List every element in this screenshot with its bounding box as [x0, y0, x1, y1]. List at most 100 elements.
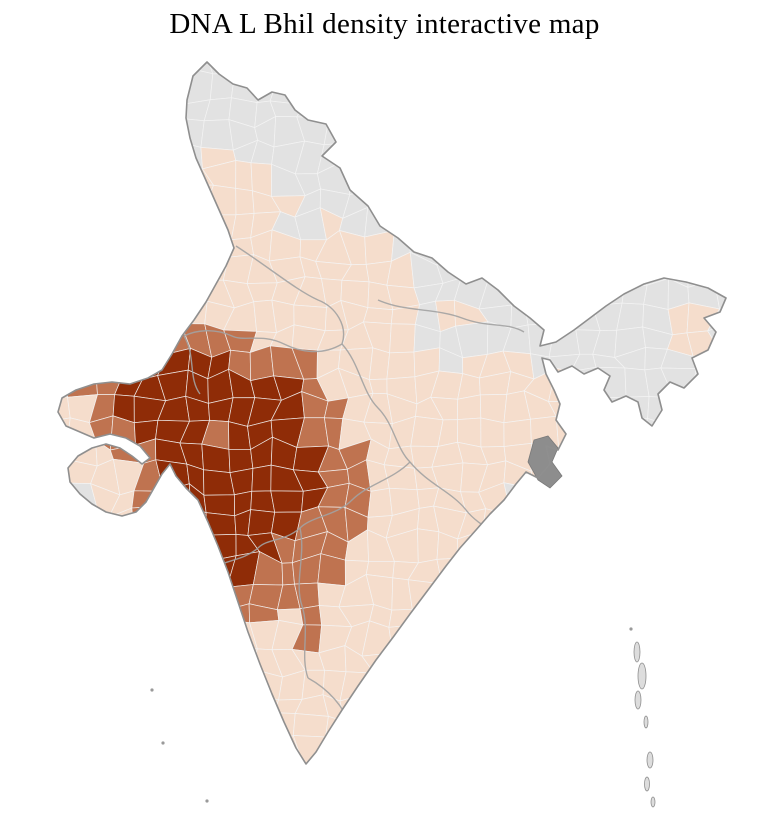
- district-cell[interactable]: [481, 114, 513, 149]
- district-cell[interactable]: [615, 168, 643, 187]
- district-cell[interactable]: [568, 208, 600, 242]
- district-cell[interactable]: [161, 68, 192, 105]
- district-cell[interactable]: [733, 674, 756, 701]
- district-cell[interactable]: [706, 216, 731, 243]
- district-cell[interactable]: [554, 298, 577, 331]
- district-cell[interactable]: [709, 806, 741, 815]
- district-cell[interactable]: [501, 712, 526, 747]
- district-cell[interactable]: [688, 784, 718, 815]
- district-cell[interactable]: [323, 117, 351, 146]
- district-cell[interactable]: [40, 505, 74, 541]
- district-cell[interactable]: [203, 469, 235, 496]
- district-cell[interactable]: [162, 714, 186, 742]
- district-cell[interactable]: [389, 741, 422, 770]
- district-cell[interactable]: [603, 771, 623, 792]
- district-cell[interactable]: [501, 792, 531, 815]
- district-cell[interactable]: [66, 622, 97, 648]
- district-cell[interactable]: [614, 139, 643, 173]
- district-cell[interactable]: [317, 50, 352, 77]
- district-cell[interactable]: [617, 598, 650, 629]
- district-cell[interactable]: [386, 351, 416, 380]
- district-cell[interactable]: [367, 185, 397, 216]
- district-cell[interactable]: [176, 280, 208, 305]
- district-cell[interactable]: [340, 115, 374, 144]
- district-cell[interactable]: [61, 762, 95, 791]
- district-cell[interactable]: [394, 769, 420, 792]
- district-cell[interactable]: [46, 343, 73, 382]
- district-cell[interactable]: [362, 70, 397, 102]
- district-cell[interactable]: [208, 577, 230, 610]
- district-cell[interactable]: [591, 278, 625, 307]
- district-cell[interactable]: [498, 237, 533, 259]
- district-cell[interactable]: [61, 601, 97, 627]
- district-cell[interactable]: [179, 183, 215, 216]
- district-cell[interactable]: [523, 644, 558, 680]
- district-cell[interactable]: [135, 626, 162, 654]
- district-cell[interactable]: [479, 600, 506, 633]
- district-cell[interactable]: [484, 91, 513, 120]
- district-cell[interactable]: [300, 75, 322, 106]
- district-cell[interactable]: [733, 69, 765, 103]
- district-cell[interactable]: [617, 511, 651, 542]
- district-cell[interactable]: [710, 122, 739, 151]
- district-cell[interactable]: [226, 782, 249, 807]
- district-cell[interactable]: [45, 482, 68, 513]
- district-cell[interactable]: [501, 695, 527, 721]
- district-cell[interactable]: [712, 552, 736, 580]
- district-cell[interactable]: [639, 465, 672, 492]
- district-cell[interactable]: [579, 556, 604, 584]
- district-cell[interactable]: [479, 668, 505, 697]
- district-cell[interactable]: [546, 145, 576, 174]
- district-cell[interactable]: [740, 376, 758, 403]
- district-cell[interactable]: [389, 323, 416, 354]
- district-cell[interactable]: [110, 673, 145, 702]
- district-cell[interactable]: [395, 162, 414, 186]
- district-cell[interactable]: [461, 758, 484, 790]
- district-cell[interactable]: [268, 49, 303, 76]
- district-cell[interactable]: [568, 47, 605, 83]
- district-cell[interactable]: [430, 113, 463, 150]
- district-cell[interactable]: [636, 575, 673, 608]
- island[interactable]: [646, 751, 654, 769]
- district-cell[interactable]: [688, 741, 719, 770]
- district-cell[interactable]: [524, 145, 548, 174]
- district-cell[interactable]: [203, 696, 236, 725]
- district-cell[interactable]: [668, 439, 693, 473]
- district-cell[interactable]: [66, 95, 97, 124]
- district-cell[interactable]: [41, 209, 74, 242]
- district-cell[interactable]: [646, 537, 674, 566]
- district-cell[interactable]: [186, 214, 205, 240]
- district-cell[interactable]: [501, 808, 531, 815]
- district-cell[interactable]: [130, 139, 165, 171]
- district-cell[interactable]: [87, 533, 123, 562]
- district-cell[interactable]: [568, 458, 599, 494]
- district-cell[interactable]: [736, 598, 765, 634]
- district-cell[interactable]: [478, 55, 510, 76]
- district-cell[interactable]: [392, 676, 421, 704]
- district-cell[interactable]: [456, 205, 487, 239]
- district-cell[interactable]: [570, 397, 605, 428]
- district-cell[interactable]: [271, 805, 299, 815]
- district-cell[interactable]: [292, 713, 329, 738]
- district-cell[interactable]: [595, 441, 624, 472]
- district-cell[interactable]: [154, 90, 187, 120]
- district-cell[interactable]: [40, 67, 70, 103]
- district-cell[interactable]: [251, 464, 272, 492]
- district-cell[interactable]: [602, 785, 627, 808]
- district-cell[interactable]: [528, 552, 551, 587]
- district-cell[interactable]: [592, 231, 626, 267]
- district-cell[interactable]: [499, 585, 536, 611]
- district-cell[interactable]: [66, 511, 99, 541]
- district-cell[interactable]: [595, 713, 619, 745]
- district-cell[interactable]: [452, 577, 485, 611]
- district-cell[interactable]: [689, 168, 718, 194]
- district-cell[interactable]: [669, 397, 697, 427]
- district-cell[interactable]: [544, 277, 574, 307]
- district-cell[interactable]: [570, 739, 604, 771]
- district-cell[interactable]: [457, 624, 481, 654]
- district-cell[interactable]: [524, 299, 558, 326]
- district-cell[interactable]: [157, 559, 188, 589]
- district-cell[interactable]: [165, 214, 188, 240]
- district-cell[interactable]: [618, 96, 651, 122]
- district-cell[interactable]: [638, 485, 673, 515]
